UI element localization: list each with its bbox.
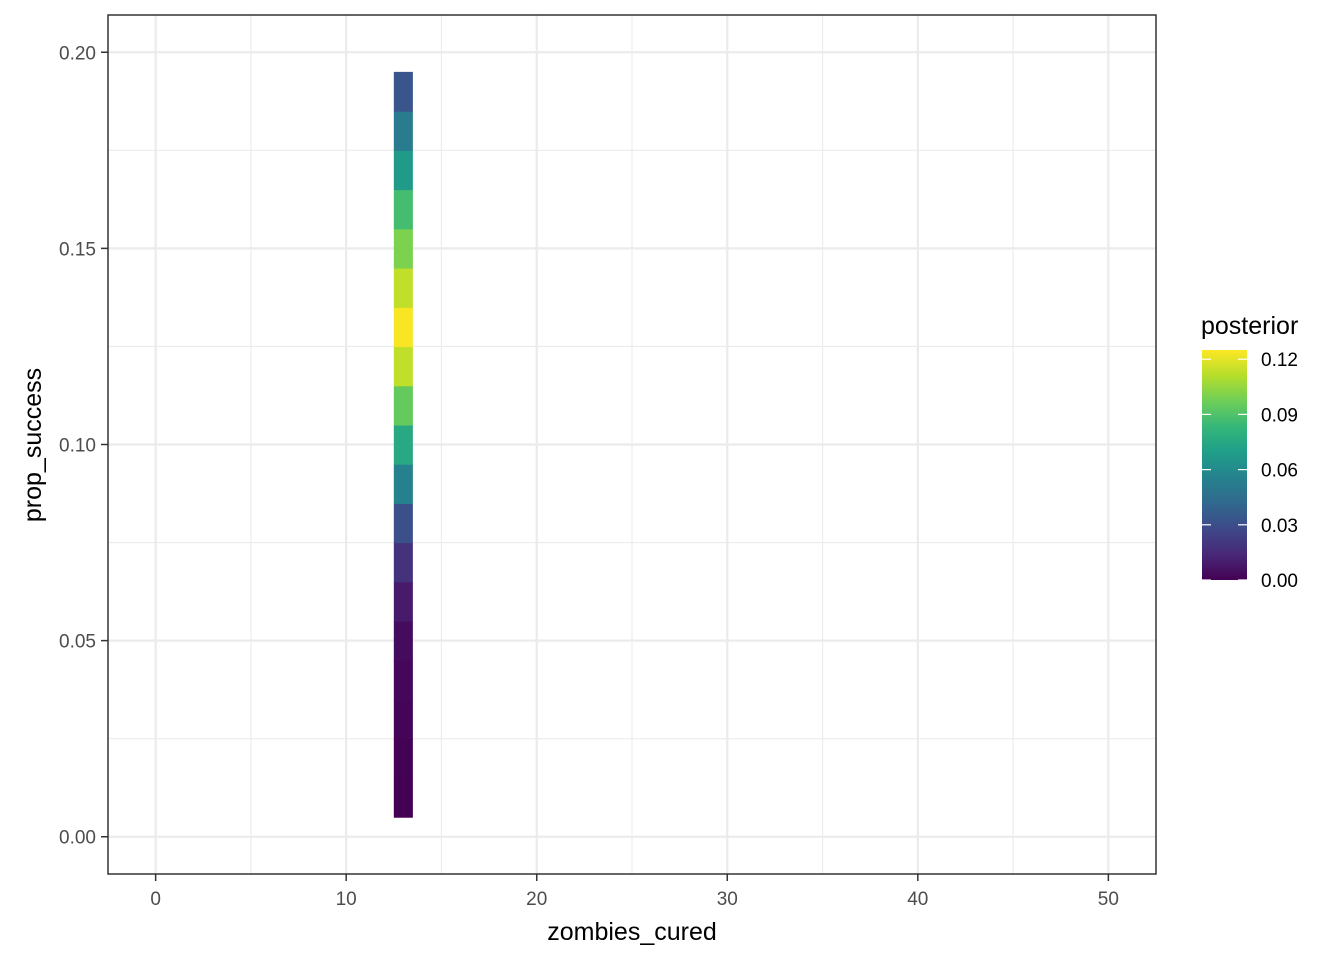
heatmap-tile	[393, 150, 413, 191]
heatmap-tile	[393, 503, 413, 544]
y-tick-label: 0.20	[59, 43, 96, 64]
x-axis: 0 10 20 30 40 50	[150, 874, 1119, 910]
heatmap-tile	[393, 777, 413, 818]
heatmap-tile	[393, 621, 413, 661]
legend-tick-label: 0.06	[1261, 461, 1298, 482]
x-tick-label: 20	[526, 889, 547, 910]
heatmap-tile	[393, 542, 413, 583]
x-tick-label: 50	[1098, 889, 1119, 910]
legend-ticks: 0.00 0.03 0.06 0.09 0.12	[1202, 350, 1298, 592]
x-axis-title: zombies_cured	[547, 918, 717, 946]
legend-colorbar	[1202, 350, 1247, 580]
heatmap-tile	[393, 111, 413, 151]
x-tick-label: 0	[150, 889, 161, 910]
major-gridlines	[108, 15, 1156, 874]
heatmap-tile	[393, 71, 413, 112]
x-tick-label: 40	[907, 889, 928, 910]
heatmap-tile	[393, 464, 413, 504]
y-tick-label: 0.10	[59, 436, 96, 457]
heatmap-tile	[393, 307, 413, 348]
heatmap-tile	[393, 346, 413, 387]
heatmap-tile	[393, 424, 413, 465]
legend-title: posterior	[1201, 312, 1298, 340]
y-tick-label: 0.05	[59, 632, 96, 653]
heatmap-tile	[393, 660, 413, 701]
heatmap-tiles	[393, 71, 413, 818]
x-tick-label: 30	[717, 889, 738, 910]
heatmap-tile	[393, 267, 413, 308]
legend-tick-label: 0.12	[1261, 350, 1298, 371]
heatmap-tile	[393, 738, 413, 779]
heatmap-tile	[393, 385, 413, 426]
heatmap-tile	[393, 228, 413, 269]
legend-tick-label: 0.09	[1261, 405, 1298, 426]
x-tick-label: 10	[336, 889, 357, 910]
heatmap-tile	[393, 189, 413, 230]
legend-tick-label: 0.03	[1261, 516, 1298, 537]
legend-tick-label: 0.00	[1261, 571, 1298, 592]
legend: posterior 0.00 0.03 0.06 0.09 0.12	[1201, 312, 1298, 592]
y-tick-label: 0.00	[59, 828, 96, 849]
y-tick-label: 0.15	[59, 239, 96, 260]
heatmap-tile	[393, 581, 413, 622]
heatmap-tile	[393, 699, 413, 740]
y-axis-title: prop_success	[19, 368, 47, 522]
y-axis: 0.00 0.05 0.10 0.15 0.20	[59, 43, 108, 849]
